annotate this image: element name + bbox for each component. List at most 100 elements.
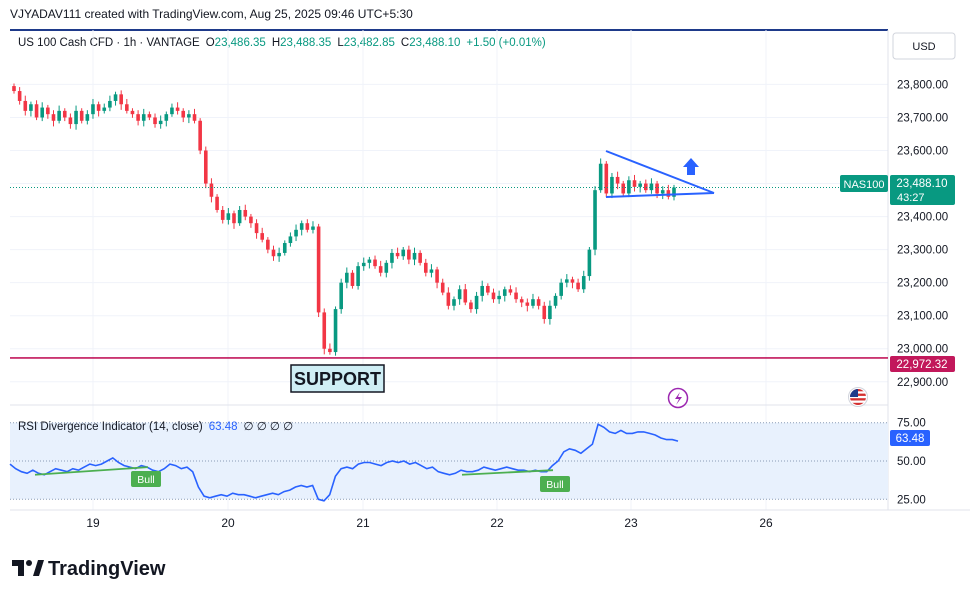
candle [57,105,61,124]
candle [548,300,552,325]
candle [418,250,422,266]
candle [322,308,327,355]
candle [333,306,338,356]
candle [311,221,315,234]
triangle-upper-line [605,150,715,194]
candle [576,278,580,292]
candle [40,102,45,122]
rsi-badge-value: 63.48 [896,433,925,445]
price-badge-countdown: 43:27 [897,192,925,204]
candle [350,270,355,289]
price-tick-label-9: 23,800.00 [897,79,948,91]
candle [627,176,631,198]
candle [147,111,152,121]
candle [271,245,276,261]
candle [395,247,400,259]
legend-symbol: US 100 Cash CFD · 1h · VANTAGE [18,37,200,49]
support-badge-value: 22,972.32 [896,359,947,371]
candle [266,237,270,254]
candle [587,246,592,281]
legend-change: +1.50 (+0.01%) [466,37,545,49]
candle [220,206,225,224]
bull-label-1 [131,471,161,487]
candle [435,266,439,289]
candle [604,161,609,198]
rsi-badge [890,430,930,446]
candle [361,257,366,271]
candle [452,296,456,311]
candle [226,207,231,225]
rsi-value: 63.48 [209,421,238,433]
candle [170,103,174,117]
candle [141,108,146,127]
breakout-arrow-icon [683,158,699,175]
candle [237,206,242,226]
currency-box[interactable] [892,32,956,60]
candle [446,287,451,310]
rsi-line [9,423,679,502]
candle [373,255,377,269]
candle [74,105,78,130]
candle [299,220,304,236]
currency-label: USD [912,41,935,53]
time-axis: 19 20 21 22 23 26 [86,516,773,530]
candle [480,280,485,302]
candle [486,283,490,296]
legend-h-value: 23,488.35 [280,37,331,49]
rsi-tick-label-0: 25.00 [897,494,926,506]
us-flag-icon[interactable] [848,387,868,407]
ticker-badge [840,175,888,192]
candle [378,260,383,277]
candle [62,108,67,122]
price-tick-label-8: 23,700.00 [897,112,948,124]
price-tick-label-0: 22,900.00 [897,377,948,389]
candle [260,227,265,243]
candle [508,285,513,296]
price-tick-label-7: 23,600.00 [897,146,948,158]
candle [565,274,569,288]
price-tick-label-5: 23,400.00 [897,212,948,224]
candle [215,194,219,213]
candle [119,90,123,110]
candle [429,264,434,278]
rsi-tick-label-2: 75.00 [897,418,926,430]
price-badge [890,175,955,205]
time-tick-label-1: 20 [221,516,235,530]
event-icon[interactable] [667,387,689,409]
candle [457,285,462,305]
price-tick-label-2: 23,100.00 [897,311,948,323]
time-tick-label-5: 26 [759,516,773,530]
candle [469,299,473,313]
candle [407,245,411,265]
price-axis: 22,900.00 23,000.00 23,100.00 23,200.00 23,3… [897,79,948,388]
candle [660,186,665,200]
candle [282,240,287,256]
price-tick-label-3: 23,200.00 [897,278,948,290]
legend-c-value: 23,488.10 [409,37,460,49]
candle [12,83,16,94]
legend-h-label: H [272,37,280,49]
candle [316,223,321,318]
annotations [10,150,888,359]
candle [356,262,360,290]
legend-l-label: L [337,37,344,49]
support-label-box [290,364,385,393]
legend-o-value: 23,486.35 [215,37,266,49]
candle [581,270,586,293]
legend-c-label: C [401,37,409,49]
candle [559,278,563,300]
candle [412,247,417,266]
candle [113,91,118,106]
candle [51,110,56,127]
candle [531,293,535,309]
candle [525,298,530,312]
candle [610,172,614,199]
candle [187,110,191,124]
candle [328,343,332,355]
candle [181,108,186,123]
candle [638,180,642,193]
ticker-badge-text: NAS100 [844,179,885,191]
candle [305,219,310,233]
candle [649,178,654,194]
